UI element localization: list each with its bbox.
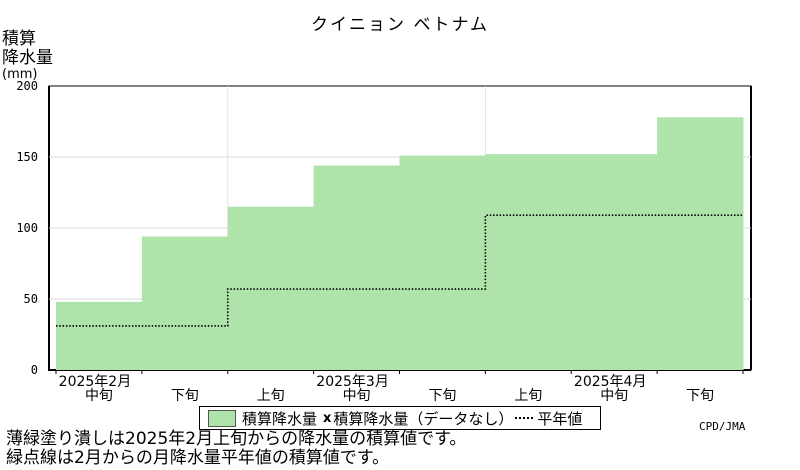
x-month-label: 2025年4月 (574, 374, 647, 390)
chart-title: クイニョン ベトナム (311, 15, 489, 35)
y-axis-label: 積算 降水量 (mm) (2, 29, 53, 82)
bar-accumulated (141, 236, 229, 370)
bar-accumulated (399, 155, 486, 370)
y-axis-label-line-1: 積算 (2, 29, 36, 49)
x-dekad-label: 下旬 (428, 388, 456, 404)
y-tick-label: 50 (24, 292, 38, 306)
legend-label-accumulated: 積算降水量 (242, 409, 318, 428)
x-dekad-label: 上旬 (514, 388, 542, 404)
legend-marker-no-data: x (323, 410, 332, 426)
credit-text: CPD/JMA (699, 420, 746, 433)
x-dekad-label: 下旬 (686, 388, 714, 404)
y-tick-label: 150 (16, 150, 38, 164)
y-axis-label-line-2: 降水量 (2, 48, 53, 68)
bar-accumulated (657, 117, 744, 371)
y-axis-unit: (mm) (2, 67, 38, 82)
x-dekad-label: 中旬 (85, 388, 113, 404)
bar-accumulated (56, 301, 143, 370)
note-line-1: 薄緑塗り潰しは2025年2月上旬からの降水量の積算値です。 (6, 429, 467, 449)
line-normal (56, 214, 743, 327)
bar-accumulated (571, 154, 658, 370)
legend-swatch-accumulated (208, 409, 236, 427)
legend-label-normal: 平年値 (537, 409, 583, 428)
x-dekad-label: 中旬 (343, 388, 371, 404)
y-tick-label: 0 (31, 363, 38, 377)
x-month-label: 2025年2月 (59, 374, 132, 390)
bar-accumulated (313, 165, 400, 370)
y-tick-label: 100 (16, 221, 38, 235)
x-month-label: 2025年3月 (316, 374, 389, 390)
legend-line-normal (515, 417, 534, 419)
x-dekad-label: 中旬 (600, 388, 628, 404)
note-line-2: 緑点線は2月からの月降水量平年値の積算値です。 (6, 448, 390, 468)
bar-accumulated (485, 154, 572, 370)
legend-label-no-data: 積算降水量（データなし） (333, 409, 514, 428)
x-dekad-label: 下旬 (171, 388, 199, 404)
x-dekad-label: 上旬 (257, 388, 285, 404)
y-tick-label: 200 (16, 79, 38, 93)
legend: 積算降水量 x 積算降水量（データなし） 平年値 (199, 406, 601, 430)
legend-item-accumulated: 積算降水量 (208, 408, 317, 429)
